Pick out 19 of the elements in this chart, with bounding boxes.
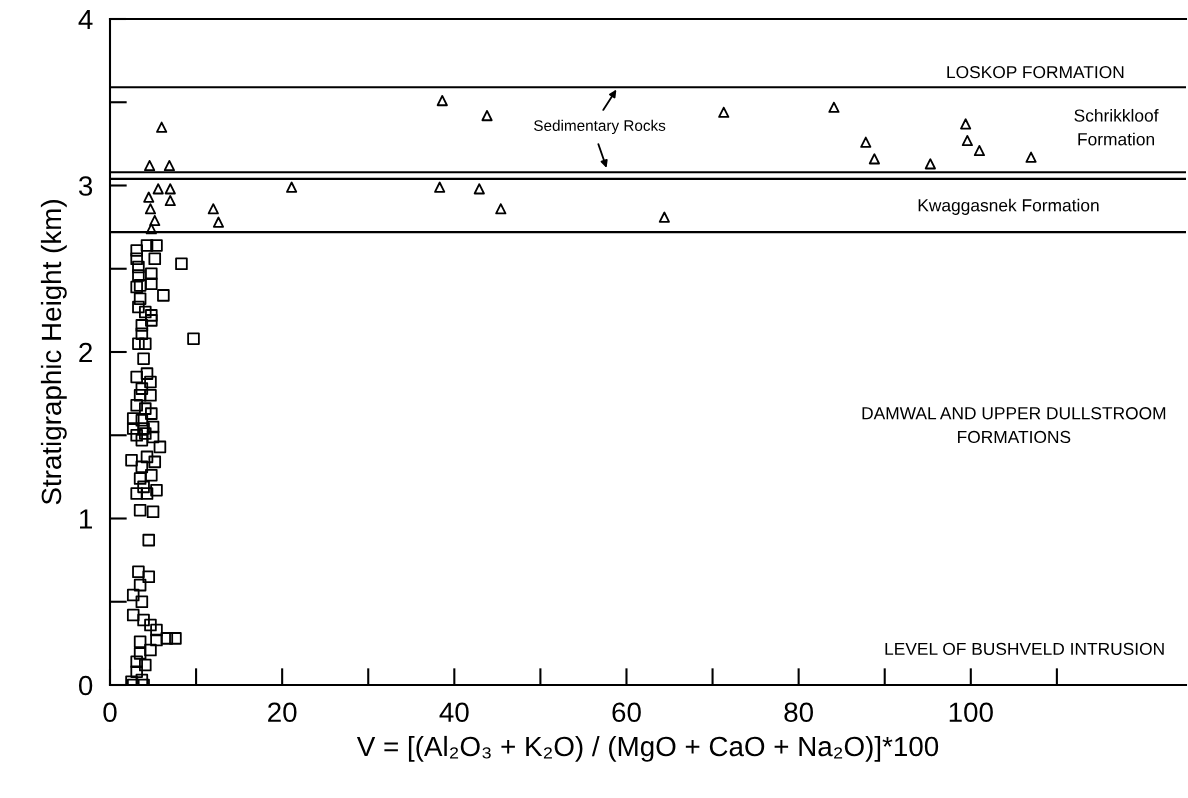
y-axis-title: Stratigraphic Height (km) [40,200,67,505]
annotation: Kwaggasnek Formation [918,198,1099,215]
x-tick-label: 100 [949,702,993,723]
y-tick-label: 2 [79,342,92,363]
x-tick-label: 20 [268,702,297,723]
x-tick-label: 80 [784,702,813,723]
annotation: Sedimentary Rocks [534,119,666,135]
y-tick-label: 4 [78,9,93,30]
annotation: Schrikkloof Formation [1074,108,1159,146]
annotation: LEVEL OF BUSHVELD INTRUSION [885,642,1164,656]
x-tick-label: 0 [103,702,117,723]
y-tick-label: 1 [80,509,92,529]
annotation: LOSKOP FORMATION [947,65,1124,79]
y-tick-label: 3 [78,176,93,196]
x-axis-title: V = [(Al₂O₃ + K₂O) / (MgO + CaO + Na₂O)]*100 [356,735,939,762]
x-tick-label: 60 [612,702,641,723]
annotation: DAMWAL AND UPPER DULLSTROOM FORMATIONS [862,407,1166,444]
y-tick-label: 0 [78,675,93,696]
x-tick-label: 40 [439,702,469,723]
